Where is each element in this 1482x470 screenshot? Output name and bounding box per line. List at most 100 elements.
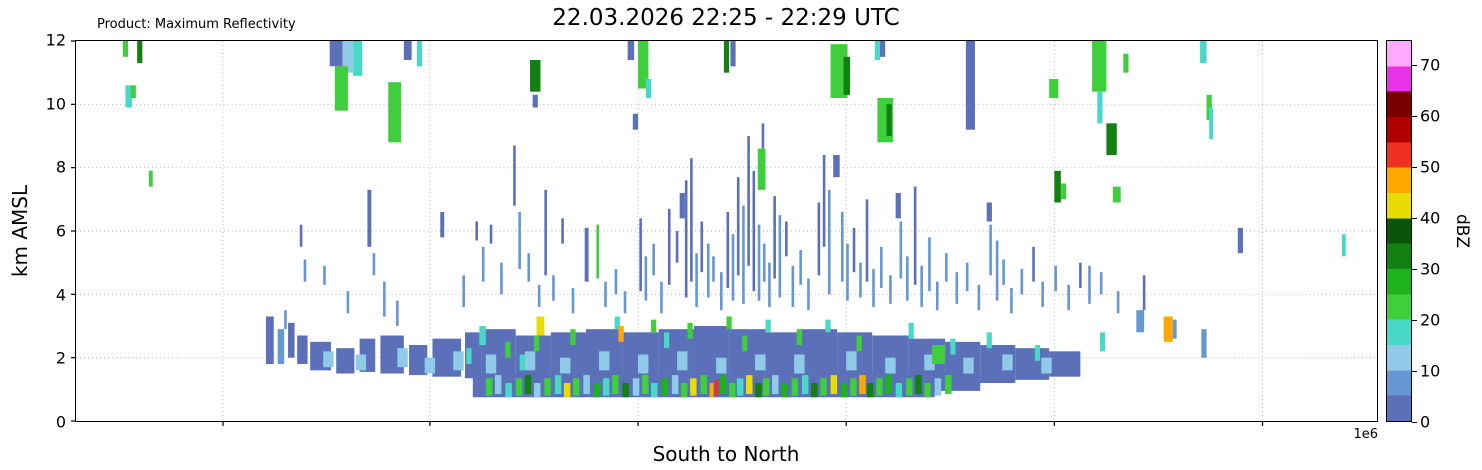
reflectivity-segment (796, 329, 802, 345)
reflectivity-segment (554, 375, 562, 395)
reflectivity-segment (846, 243, 849, 301)
reflectivity-segment (533, 335, 540, 352)
reflectivity-segment (288, 322, 295, 358)
reflectivity-segment (1032, 246, 1035, 282)
reflectivity-segment (572, 378, 580, 396)
reflectivity-segment (336, 348, 355, 374)
reflectivity-segment (773, 196, 776, 279)
reflectivity-segment (265, 316, 274, 364)
reflectivity-segment (537, 284, 541, 307)
reflectivity-segment (1172, 319, 1177, 339)
reflectivity-segment (730, 41, 736, 67)
reflectivity-segment (518, 212, 521, 269)
reflectivity-segment (736, 378, 744, 396)
colorbar-tick-label: 30 (1420, 259, 1441, 279)
reflectivity-segment (906, 378, 913, 396)
y-tick-label: 2 (55, 348, 66, 368)
reflectivity-segment (122, 41, 129, 57)
reflectivity-segment (355, 354, 367, 371)
reflectivity-segment (644, 256, 648, 301)
reflectivity-segment (874, 41, 881, 60)
reflectivity-segment (965, 41, 975, 130)
reflectivity-segment (709, 383, 714, 398)
reflectivity-segment (867, 383, 874, 398)
reflectivity-segment (125, 85, 132, 108)
reflectivity-segment (612, 375, 619, 395)
reflectivity-segment (880, 246, 883, 288)
reflectivity-segment (885, 357, 896, 374)
reflectivity-segment (768, 262, 771, 307)
reflectivity-segment (755, 383, 762, 398)
reflectivity-segment (563, 383, 571, 398)
reflectivity-segment (856, 335, 862, 352)
reflectivity-segment (840, 383, 848, 398)
reflectivity-segment (817, 202, 821, 276)
reflectivity-segment (955, 272, 959, 304)
reflectivity-segment (820, 378, 827, 396)
reflectivity-segment (872, 269, 875, 307)
reflectivity-segment (752, 170, 756, 292)
reflectivity-segment (475, 221, 479, 241)
reflectivity-segment (513, 145, 516, 206)
reflectivity-segment (641, 375, 649, 395)
reflectivity-segment (729, 383, 736, 398)
reflectivity-segment (895, 383, 903, 398)
reflectivity-segment (651, 319, 657, 333)
reflectivity-segment (801, 375, 809, 395)
reflectivity-segment (652, 243, 655, 276)
y-tick-label: 12 (45, 30, 66, 50)
reflectivity-segment (1123, 53, 1129, 73)
reflectivity-segment (679, 193, 685, 219)
reflectivity-segment (667, 208, 671, 285)
reflectivity-segment (660, 281, 663, 314)
reflectivity-segment (924, 383, 931, 398)
reflectivity-segment (632, 378, 640, 396)
reflectivity-segment (1341, 234, 1346, 257)
reflectivity-segment (500, 262, 503, 295)
reflectivity-segment (762, 378, 770, 396)
reflectivity-segment (778, 215, 782, 298)
reflectivity-segment (726, 316, 732, 330)
reflectivity-segment (329, 41, 343, 67)
reflectivity-segment (284, 310, 287, 330)
reflectivity-segment (323, 265, 326, 285)
reflectivity-segment (524, 351, 536, 371)
reflectivity-segment (396, 300, 399, 326)
reflectivity-segment (761, 123, 765, 149)
reflectivity-segment (494, 375, 502, 395)
reflectivity-segment (995, 240, 999, 301)
reflectivity-segment (822, 155, 826, 247)
reflectivity-segment (791, 378, 799, 396)
reflectivity-segment (409, 345, 428, 376)
reflectivity-segment (1237, 227, 1243, 254)
reflectivity-segment (945, 253, 948, 282)
reflectivity-segment (747, 136, 750, 266)
reflectivity-segment (397, 348, 408, 368)
reflectivity-segment (596, 224, 600, 279)
reflectivity-segment (277, 329, 285, 364)
x-axis-label: South to North (652, 442, 800, 466)
reflectivity-segment (388, 82, 402, 143)
reflectivity-segment (742, 205, 745, 304)
reflectivity-segment (323, 351, 334, 368)
reflectivity-segment (481, 246, 485, 282)
reflectivity-segment (632, 113, 639, 130)
reflectivity-segment (1200, 41, 1207, 64)
reflectivity-segment (706, 243, 710, 298)
reflectivity-segment (950, 338, 956, 355)
reflectivity-segment (880, 41, 886, 57)
reflectivity-segment (1010, 288, 1013, 314)
reflectivity-segment (906, 256, 909, 301)
reflectivity-segment (677, 351, 688, 371)
reflectivity-segment (671, 375, 679, 395)
reflectivity-segment (515, 378, 523, 396)
product-label: Product: Maximum Reflectivity (97, 17, 296, 32)
reflectivity-segment (544, 378, 551, 396)
reflectivity-segment (505, 341, 511, 358)
reflectivity-segment (1209, 107, 1214, 140)
reflectivity-segment (723, 41, 730, 73)
reflectivity-segment (736, 177, 740, 276)
reflectivity-segment (859, 262, 862, 298)
reflectivity-segment (614, 269, 618, 295)
